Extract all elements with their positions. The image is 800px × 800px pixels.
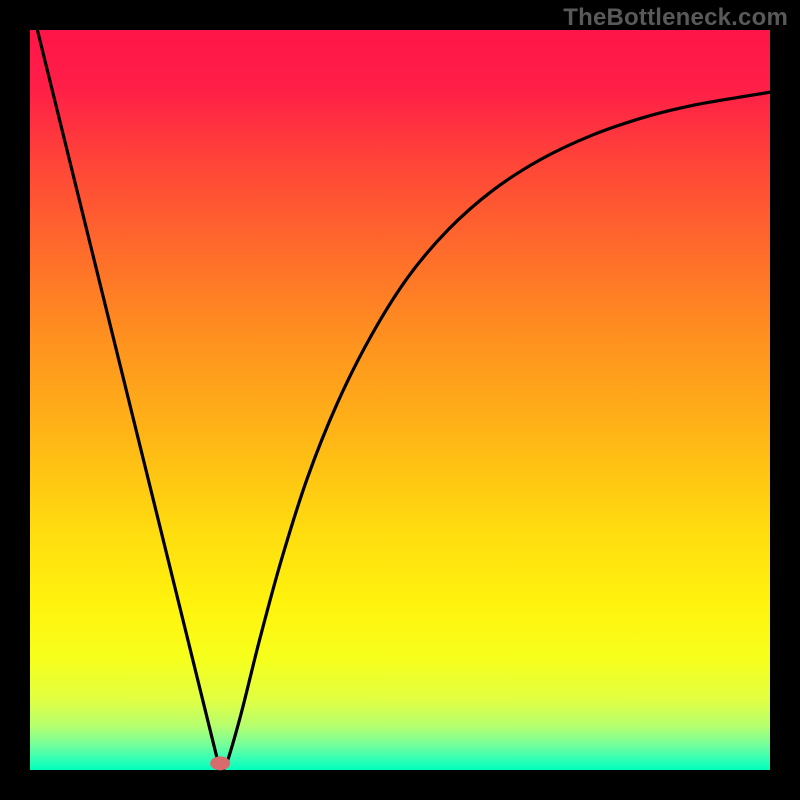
dip-marker — [210, 756, 230, 770]
plot-background — [30, 30, 770, 770]
watermark-label: TheBottleneck.com — [563, 4, 788, 32]
bottleneck-chart — [0, 0, 800, 800]
outer-frame: TheBottleneck.com — [0, 0, 800, 800]
